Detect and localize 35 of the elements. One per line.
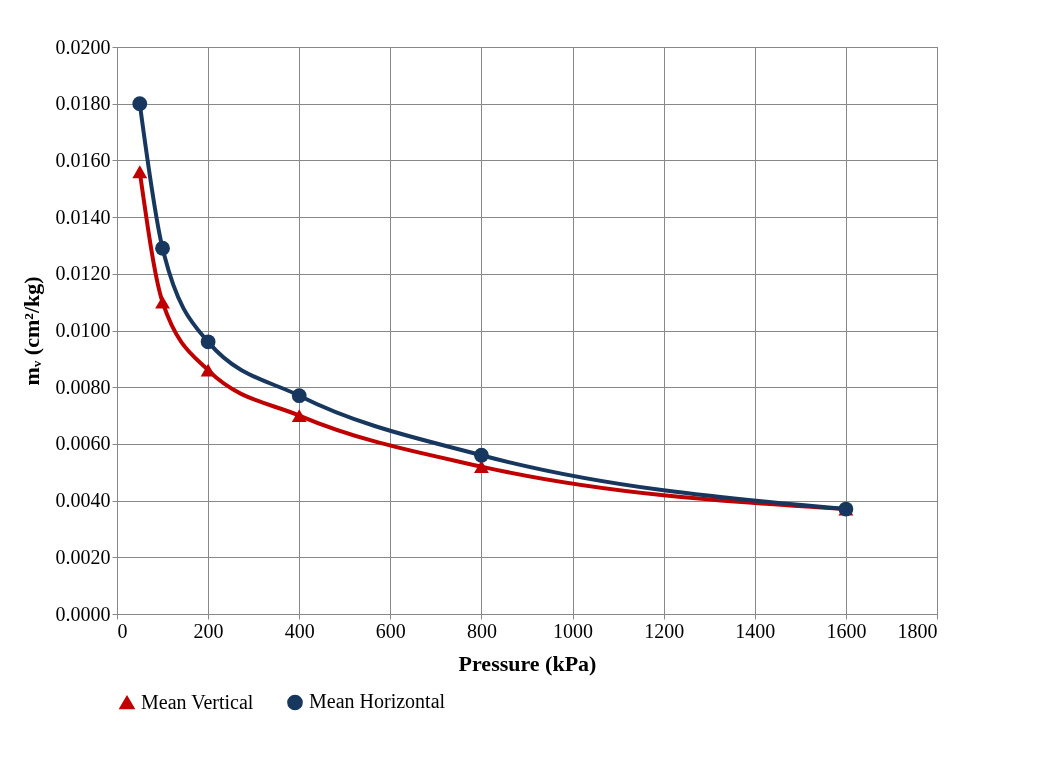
x-axis-title: Pressure (kPa): [458, 650, 597, 676]
x-tick-label: 1400: [735, 619, 776, 642]
point: [474, 460, 489, 473]
x-tick-label: 1800: [897, 619, 938, 642]
point: [132, 165, 148, 179]
y-tick-label: 0.0080: [55, 375, 111, 398]
legend-label: Mean Vertical: [141, 690, 254, 713]
y-tick-label: 0.0100: [55, 319, 111, 341]
x-tick-label: 1000: [553, 619, 594, 642]
x-tick-label: 200: [193, 619, 224, 642]
y-tick-label: 0.0040: [55, 489, 111, 512]
x-tick-label: 0: [117, 619, 128, 642]
point: [291, 388, 307, 404]
point: [155, 240, 170, 256]
point: [132, 96, 148, 112]
y-tick-label: 0.0200: [55, 35, 111, 58]
point: [474, 447, 489, 463]
y-tick-label: 0.0120: [55, 262, 111, 285]
x-tick-label: 1600: [826, 619, 867, 642]
x-tick-label: 800: [466, 619, 497, 642]
x-tick-label: 600: [375, 619, 406, 642]
y-tick-label: 0.0160: [55, 148, 111, 171]
point: [200, 334, 216, 350]
y-tick-label: 0.0180: [55, 92, 111, 115]
x-tick-label: 400: [284, 619, 315, 642]
y-tick-label: 0.0140: [55, 205, 111, 228]
y-tick-label: 0.0020: [55, 545, 111, 568]
point: [155, 295, 170, 309]
point: [291, 409, 307, 422]
y-tick-label: 0.0060: [55, 432, 111, 455]
x-tick-label: 1200: [644, 619, 685, 642]
point: [200, 363, 216, 377]
y-axis-title: mᵥ (cm²/kg): [18, 276, 44, 386]
y-tick-label: 0.0000: [55, 602, 111, 625]
legend-label: Mean Horizontal: [309, 690, 446, 713]
